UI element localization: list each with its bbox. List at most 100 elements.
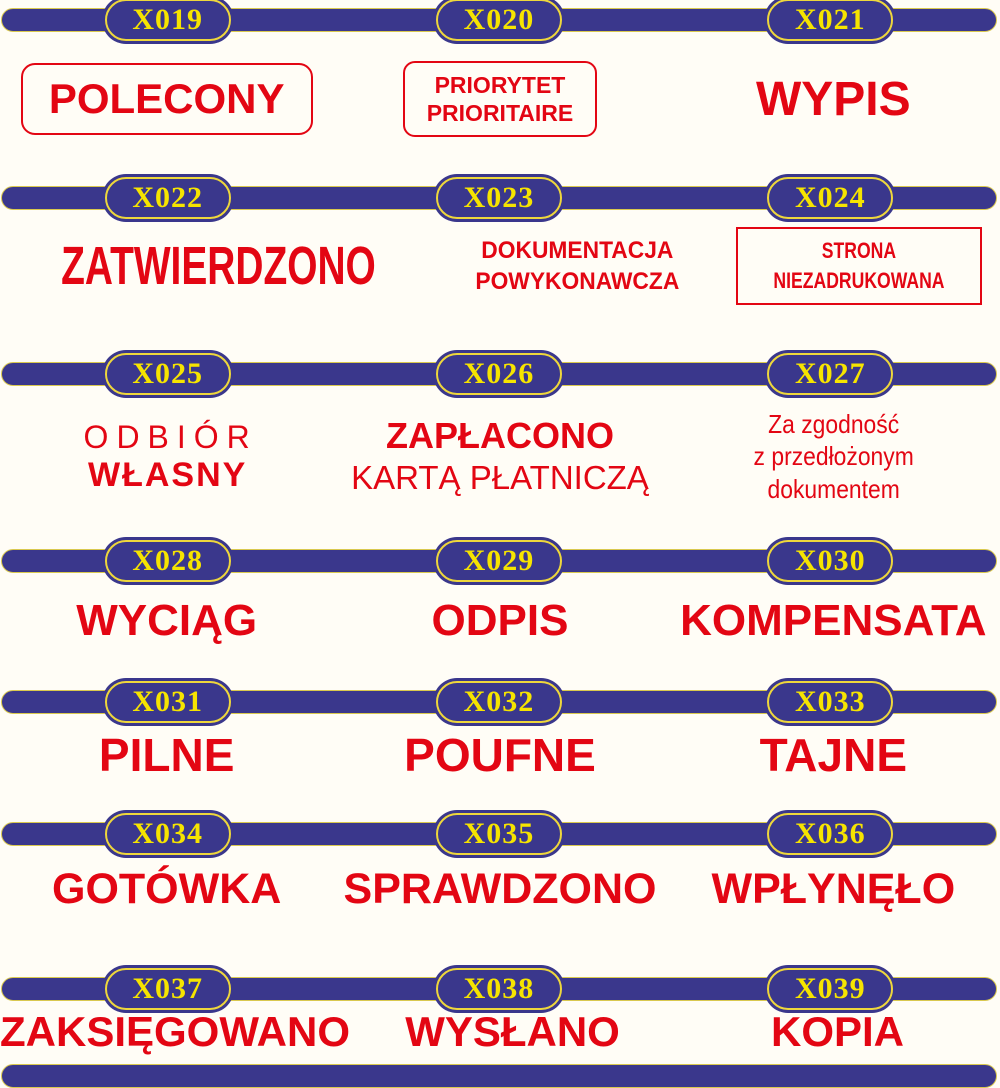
stamp-preview: POUFNE — [333, 714, 666, 796]
stamp-preview: WYPIS — [667, 32, 1000, 166]
stamp-text-line: WYPIS — [755, 72, 911, 126]
code-badge[interactable]: X039 — [767, 968, 894, 1010]
stamp-text-line: ZAKSIĘGOWANO — [0, 1007, 351, 1055]
stamp-preview: POLECONY — [0, 32, 333, 166]
stamp-text-line: PRIORITAIRE — [426, 100, 574, 126]
stamp-preview: GOTÓWKA — [0, 846, 333, 933]
stamp-text: KOMPENSATA — [680, 596, 986, 646]
stamp-text-line: STRONA — [822, 238, 897, 264]
stamp-row: X022 X023 X024 ZATWIERDZONO DOKUMENTACJA… — [0, 177, 1000, 362]
stamp-text: WYCIĄG — [76, 596, 257, 646]
stamp-text: ZATWIERDZONO — [61, 235, 376, 297]
stamp-preview: ZAPŁACONO KARTĄ PŁATNICZĄ — [333, 386, 666, 527]
code-badge[interactable]: X030 — [767, 540, 894, 582]
stamp-text: ZAKSIĘGOWANO — [0, 1008, 350, 1056]
stamp-preview: WPŁYNĘŁO — [667, 846, 1000, 933]
stamp-text: WPŁYNĘŁO — [711, 865, 955, 914]
code-badge[interactable]: X028 — [104, 540, 231, 582]
stamp-text-line: POWYKONAWCZA — [475, 268, 680, 295]
code-badge[interactable]: X023 — [435, 177, 562, 219]
stamp-preview: SPRAWDZONO — [333, 846, 666, 933]
stamp-text: Za zgodność z przedłożonym dokumentem — [687, 408, 980, 506]
code-badge[interactable]: X022 — [104, 177, 231, 219]
code-badge[interactable]: X034 — [104, 813, 231, 855]
stamp-text: STRONA NIEZADRUKOWANA — [774, 236, 945, 295]
stamp-text-line: KOPIA — [771, 1007, 905, 1055]
stamp-preview: KOPIA — [675, 1001, 1000, 1062]
code-badge[interactable]: X032 — [435, 681, 562, 723]
code-badge[interactable]: X021 — [767, 0, 894, 41]
stamp-text-line: POUFNE — [404, 729, 596, 781]
stamp-text-line: PRIORYTET — [434, 71, 566, 98]
stamp-preview: TAJNE — [667, 714, 1000, 796]
row-bar: X028 X029 X030 — [1, 540, 997, 582]
stamp-text-line: SPRAWDZONO — [343, 865, 657, 913]
stamp-frame: STRONA NIEZADRUKOWANA — [736, 227, 983, 305]
code-badge[interactable]: X019 — [104, 0, 231, 41]
stamp-text-line: KOMPENSATA — [680, 595, 987, 645]
stamp-row: X037 X038 X039 ZAKSIĘGOWANO WYSŁANO KOPI… — [0, 968, 1000, 1064]
stamp-frame: POLECONY — [20, 63, 313, 135]
stamp-zone: ODBIÓR WŁASNY ZAPŁACONO KARTĄ PŁATNICZĄ … — [0, 386, 1000, 549]
code-badge[interactable]: X035 — [435, 813, 562, 855]
stamp-row: X034 X035 X036 GOTÓWKA SPRAWDZONO WPŁYNĘ… — [0, 813, 1000, 977]
stamp-zone: PILNE POUFNE TAJNE — [0, 714, 1000, 822]
stamp-preview: KOMPENSATA — [667, 573, 1000, 668]
stamp-text-line: WYSŁANO — [405, 1007, 620, 1055]
stamp-text-line: ODBIÓR — [83, 418, 258, 455]
stamp-text: ODPIS — [432, 596, 569, 646]
stamp-row: X028 X029 X030 WYCIĄG ODPIS KOMPENSATA — [0, 540, 1000, 690]
stamp-text-line: KARTĄ PŁATNICZĄ — [351, 459, 649, 497]
stamp-preview: ZATWIERDZONO — [0, 210, 437, 322]
code-badge[interactable]: X037 — [104, 968, 231, 1010]
row-bar: X022 X023 X024 — [1, 177, 997, 219]
stamp-text-line: WPŁYNĘŁO — [711, 865, 956, 913]
stamp-row: X019 X020 X021 POLECONY PRIORYTET PRIORI… — [0, 0, 1000, 186]
code-badge[interactable]: X020 — [435, 0, 562, 41]
stamp-text-line: ZAPŁACONO — [385, 415, 614, 457]
code-badge[interactable]: X029 — [435, 540, 562, 582]
stamp-text: SPRAWDZONO — [344, 865, 657, 914]
stamp-text: ZAPŁACONO KARTĄ PŁATNICZĄ — [351, 414, 649, 498]
stamp-zone: ZATWIERDZONO DOKUMENTACJA POWYKONAWCZA S… — [0, 210, 1000, 362]
code-badge[interactable]: X033 — [767, 681, 894, 723]
stamp-text-line: TAJNE — [759, 729, 908, 781]
stamp-frame: PRIORYTET PRIORITAIRE — [402, 60, 598, 138]
stamp-zone: WYCIĄG ODPIS KOMPENSATA — [0, 573, 1000, 690]
stamp-preview: WYCIĄG — [0, 573, 333, 668]
row-bar-clipped — [1, 1064, 997, 1088]
stamp-row: X025 X026 X027 ODBIÓR WŁASNY ZAPŁACONO K… — [0, 353, 1000, 549]
code-badge[interactable]: X038 — [435, 968, 562, 1010]
stamp-text-line: WYCIĄG — [76, 595, 258, 645]
stamp-preview: Za zgodność z przedłożonym dokumentem — [667, 386, 1000, 527]
stamp-text-line: DOKUMENTACJA — [481, 236, 674, 264]
stamp-zone: ZAKSIĘGOWANO WYSŁANO KOPIA — [0, 1001, 1000, 1064]
stamp-row: X031 X032 X033 PILNE POUFNE TAJNE — [0, 681, 1000, 822]
code-badge[interactable]: X027 — [767, 353, 894, 395]
stamp-text: GOTÓWKA — [52, 865, 281, 914]
stamp-text: PILNE — [99, 728, 234, 782]
stamp-text-line: POLECONY — [48, 75, 285, 122]
stamp-text: WYSŁANO — [405, 1008, 620, 1056]
row-bar: X037 X038 X039 — [1, 968, 997, 1010]
code-badge[interactable]: X026 — [435, 353, 562, 395]
stamp-text-line: GOTÓWKA — [52, 865, 282, 913]
stamp-text-line: ZATWIERDZONO — [61, 236, 376, 296]
stamp-text: ODBIÓR WŁASNY — [84, 419, 250, 495]
stamp-text: WYPIS — [756, 72, 911, 127]
stamp-zone: GOTÓWKA SPRAWDZONO WPŁYNĘŁO — [0, 846, 1000, 977]
stamp-preview: ODBIÓR WŁASNY — [0, 386, 333, 527]
code-badge[interactable]: X024 — [767, 177, 894, 219]
stamp-text-line: NIEZADRUKOWANA — [773, 268, 945, 293]
stamp-preview: WYSŁANO — [350, 1001, 675, 1062]
stamp-text-line: Za zgodność — [767, 408, 899, 439]
stamp-text-line: z przedłożonym dokumentem — [753, 441, 914, 504]
stamp-text-line: PILNE — [98, 729, 235, 781]
code-badge[interactable]: X036 — [767, 813, 894, 855]
stamp-text: TAJNE — [760, 728, 907, 782]
code-badge[interactable]: X025 — [104, 353, 231, 395]
row-bar: X031 X032 X033 — [1, 681, 997, 723]
code-badge[interactable]: X031 — [104, 681, 231, 723]
stamp-text: DOKUMENTACJA POWYKONAWCZA — [476, 235, 680, 297]
row-bar: X019 X020 X021 — [1, 0, 997, 41]
